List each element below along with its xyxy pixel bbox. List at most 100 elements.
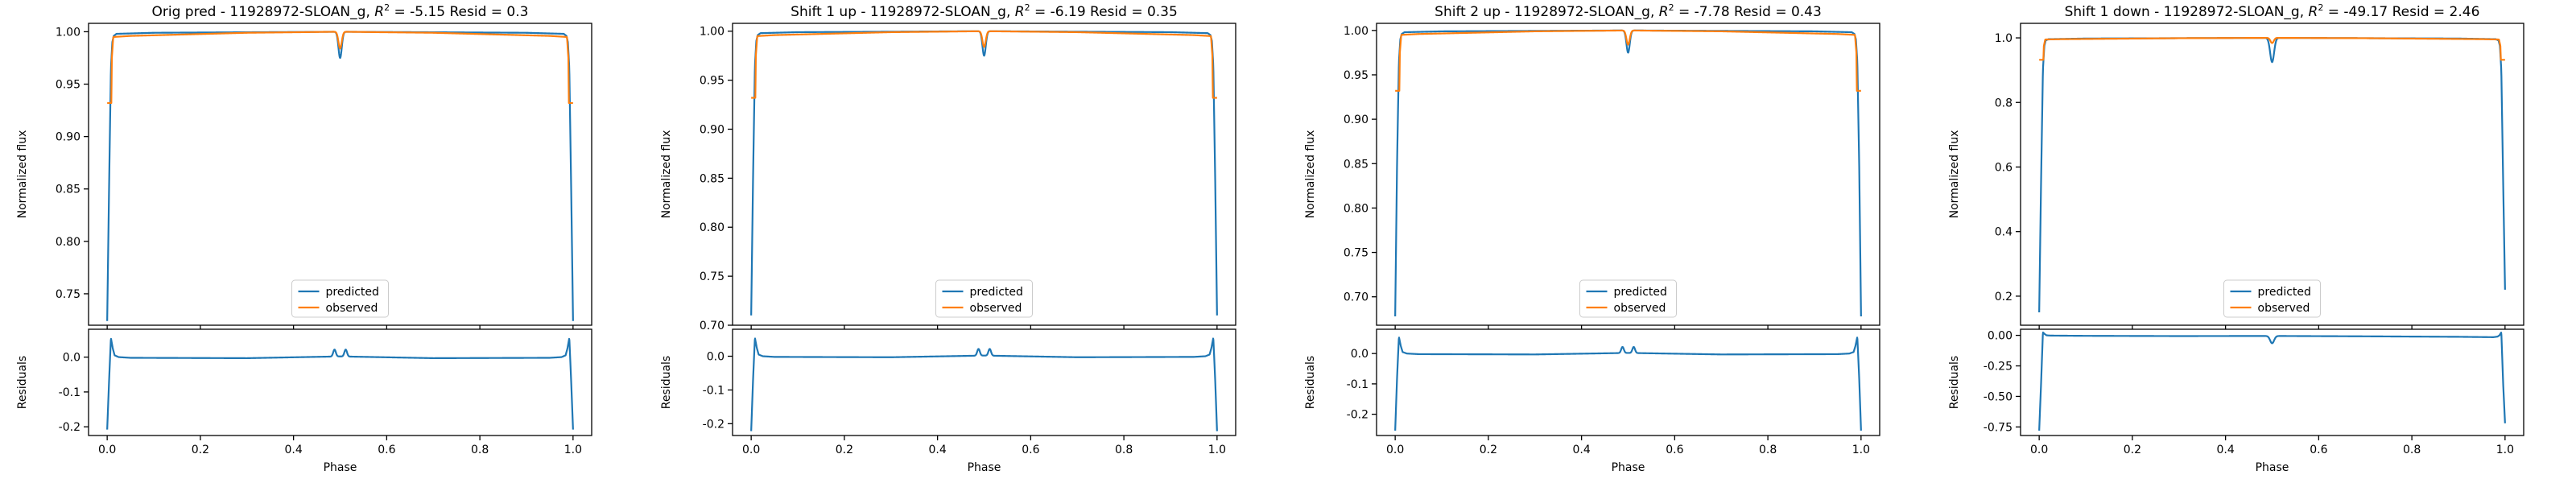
main-ytick-label: 0.70 — [1344, 291, 1368, 304]
chart-title-sup: 2 — [2318, 2, 2323, 13]
xlabel: Phase — [2256, 461, 2289, 474]
chart-title: Shift 2 up - 11928972-SLOAN_g, R2 = -7.7… — [1435, 2, 1822, 20]
chart-title-suffix: = -5.15 Resid = 0.3 — [390, 4, 528, 20]
main-axes-frame — [88, 23, 592, 326]
main-ytick-label: 0.75 — [56, 288, 80, 301]
main-ytick-label: 0.90 — [56, 131, 80, 144]
chart-title-r: R — [1015, 4, 1025, 20]
main-ytick-label: 0.70 — [700, 320, 724, 332]
xtick-label: 0.6 — [378, 444, 395, 456]
resid-ytick-label: 0.0 — [63, 352, 80, 365]
resid-axes-frame — [2020, 328, 2524, 436]
xtick-label: 0.8 — [1115, 444, 1133, 456]
main-ytick-label: 0.85 — [1344, 158, 1368, 171]
legend-label-observed: observed — [2258, 302, 2310, 315]
main-ytick-label: 0.95 — [56, 79, 80, 92]
main-axes-frame — [1376, 23, 1880, 326]
main-series-predicted-line — [750, 30, 1218, 316]
resid-ylabel: Residuals — [660, 356, 673, 409]
main-ytick-label: 0.8 — [1995, 97, 2013, 109]
main-ytick-label: 0.90 — [1344, 114, 1368, 126]
resid-ytick-label: -0.1 — [703, 384, 724, 397]
main-series-predicted-line — [106, 31, 574, 321]
main-ytick-label: 0.95 — [1344, 69, 1368, 82]
xtick-label: 0.6 — [1666, 444, 1683, 456]
main-ytick-label: 0.75 — [700, 270, 724, 283]
legend: predicted observed — [291, 279, 389, 318]
main-series-observed-line — [106, 31, 574, 105]
main-ytick-label: 0.6 — [1995, 161, 2013, 174]
resid-series-residual-line — [1394, 336, 1862, 431]
legend: predicted observed — [1579, 279, 1677, 318]
xlabel: Phase — [968, 461, 1001, 474]
main-axes-frame — [732, 23, 1236, 326]
resid-ytick-label: -0.1 — [1347, 378, 1368, 391]
chart-title: Orig pred - 11928972-SLOAN_g, R2 = -5.15… — [152, 2, 529, 20]
xtick-label: 1.0 — [1852, 444, 1870, 456]
chart-panel-2: Shift 1 up - 11928972-SLOAN_g, R2 = -6.1… — [660, 2, 1236, 474]
main-ytick-label: 1.00 — [56, 26, 80, 39]
main-ylabel: Normalized flux — [1948, 130, 1961, 219]
xtick-label: 0.4 — [2216, 444, 2234, 456]
chart-title-sup: 2 — [1669, 2, 1674, 13]
chart-title-suffix: = -49.17 Resid = 2.46 — [2323, 4, 2479, 20]
resid-axes-frame — [732, 328, 1236, 436]
main-ytick-label: 0.80 — [56, 236, 80, 249]
xtick-label: 0.6 — [1022, 444, 1039, 456]
main-ytick-label: 0.75 — [1344, 247, 1368, 260]
xtick-label: 0.4 — [928, 444, 946, 456]
xlabel: Phase — [324, 461, 357, 474]
main-ytick-label: 0.85 — [700, 172, 724, 185]
main-ytick-label: 0.95 — [700, 75, 724, 88]
legend: predicted observed — [2223, 279, 2321, 318]
xtick-label: 0.8 — [2403, 444, 2421, 456]
xtick-label: 0.2 — [2124, 444, 2141, 456]
chart-title-prefix: Shift 1 down - 11928972-SLOAN_g, — [2065, 4, 2309, 20]
chart-title-prefix: Shift 2 up - 11928972-SLOAN_g, — [1435, 4, 1659, 20]
chart-title-prefix: Shift 1 up - 11928972-SLOAN_g, — [791, 4, 1015, 20]
chart-title-r: R — [2309, 4, 2318, 20]
resid-ytick-label: -0.1 — [59, 386, 80, 399]
resid-ylabel: Residuals — [1304, 356, 1317, 409]
legend-label-predicted: predicted — [326, 286, 379, 299]
main-ylabel: Normalized flux — [660, 130, 673, 219]
chart-title: Shift 1 up - 11928972-SLOAN_g, R2 = -6.1… — [791, 2, 1178, 20]
resid-series-residual-line — [106, 337, 574, 430]
main-ytick-label: 0.80 — [700, 221, 724, 234]
main-series-predicted-line — [1394, 29, 1862, 316]
xtick-label: 0.0 — [98, 444, 116, 456]
xtick-label: 0.0 — [742, 444, 760, 456]
main-ytick-label: 0.4 — [1995, 226, 2013, 239]
main-axes-frame — [2020, 23, 2524, 326]
chart-panel-1: Orig pred - 11928972-SLOAN_g, R2 = -5.15… — [16, 2, 592, 474]
main-ytick-label: 0.85 — [56, 184, 80, 196]
xtick-label: 0.6 — [2310, 444, 2327, 456]
xtick-label: 0.2 — [836, 444, 853, 456]
resid-ylabel: Residuals — [16, 356, 29, 409]
legend-label-observed: observed — [970, 302, 1022, 315]
main-ytick-label: 0.90 — [700, 123, 724, 136]
legend-label-observed: observed — [326, 302, 378, 315]
legend-label-observed: observed — [1614, 302, 1666, 315]
main-series-observed-line — [2038, 36, 2506, 61]
legend-label-predicted: predicted — [970, 286, 1023, 299]
chart-title-suffix: = -6.19 Resid = 0.35 — [1030, 4, 1178, 20]
main-ytick-label: 0.80 — [1344, 202, 1368, 215]
resid-ytick-label: -0.2 — [1347, 409, 1368, 422]
chart-title-sup: 2 — [1025, 2, 1030, 13]
xtick-label: 0.4 — [284, 444, 302, 456]
xtick-label: 0.2 — [1480, 444, 1497, 456]
resid-ytick-label: -0.50 — [1984, 390, 2013, 403]
resid-ytick-label: -0.75 — [1984, 421, 2013, 434]
chart-title-r: R — [1659, 4, 1669, 20]
resid-ylabel: Residuals — [1948, 356, 1961, 409]
chart-title: Shift 1 down - 11928972-SLOAN_g, R2 = -4… — [2065, 2, 2480, 20]
main-ytick-label: 1.00 — [1344, 25, 1368, 38]
main-ytick-label: 1.0 — [1995, 32, 2013, 45]
resid-ytick-label: -0.25 — [1984, 361, 2013, 374]
xtick-label: 0.4 — [1572, 444, 1590, 456]
xtick-label: 1.0 — [2496, 444, 2514, 456]
resid-axes-frame — [88, 328, 592, 436]
resid-ytick-label: 0.00 — [1988, 330, 2013, 343]
